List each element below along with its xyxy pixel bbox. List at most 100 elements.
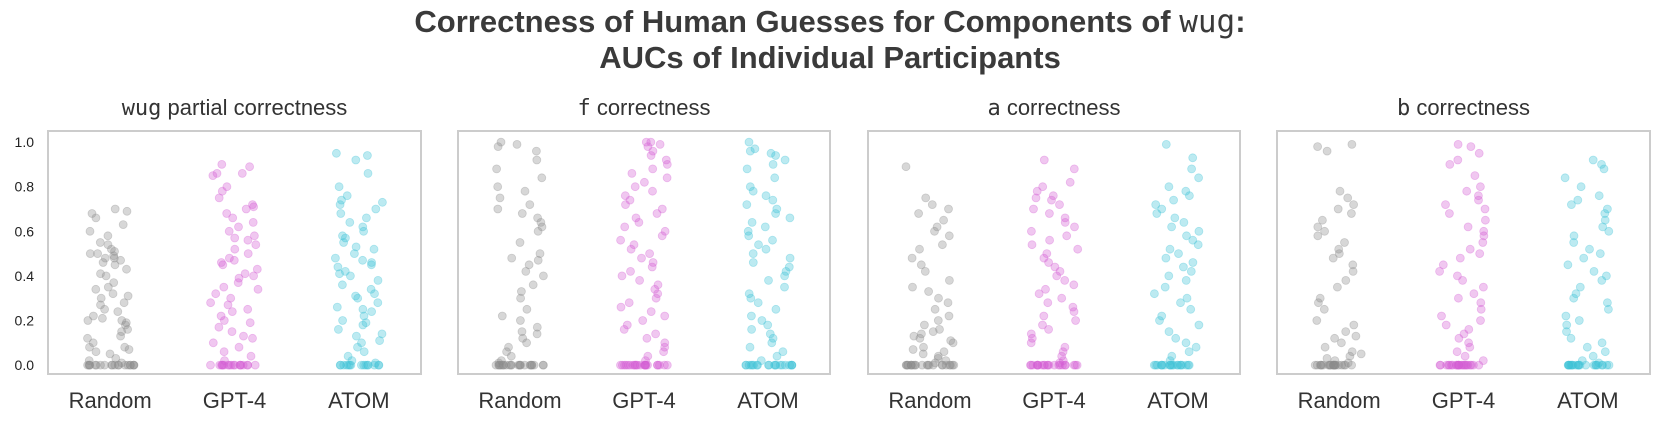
data-point (498, 360, 508, 370)
data-point (129, 360, 138, 370)
data-point (349, 249, 359, 259)
data-point (1193, 240, 1203, 250)
data-point (103, 231, 113, 241)
data-point (335, 269, 344, 279)
data-point (527, 360, 537, 370)
data-point (1454, 333, 1464, 343)
data-point (217, 159, 227, 169)
data-point (655, 360, 664, 370)
data-point (117, 358, 127, 368)
data-point (637, 253, 646, 263)
data-point (1039, 311, 1049, 321)
data-point (642, 333, 652, 343)
data-point (1071, 316, 1080, 325)
data-point (1465, 244, 1475, 254)
data-point (1320, 342, 1330, 352)
data-point (621, 360, 631, 370)
data-point (495, 193, 505, 203)
data-point (87, 209, 97, 218)
data-point (502, 347, 512, 357)
data-point (1602, 271, 1611, 281)
data-point (1174, 249, 1183, 259)
figure-title-prefix: Correctness of Human Guesses for Compone… (414, 4, 1180, 39)
data-point (248, 217, 258, 227)
data-point (753, 360, 762, 370)
data-point (351, 331, 361, 341)
data-point (1462, 360, 1472, 370)
data-point (915, 333, 925, 343)
data-point (771, 209, 780, 218)
data-point (934, 293, 943, 303)
data-point (1466, 360, 1476, 370)
data-point (1156, 360, 1166, 370)
data-point (1581, 360, 1591, 370)
data-point (361, 213, 371, 223)
data-point (125, 360, 135, 370)
data-point (1573, 360, 1583, 370)
data-point (1044, 324, 1053, 334)
data-point (504, 342, 513, 352)
data-point (129, 360, 139, 370)
data-point (342, 360, 352, 370)
data-point (363, 360, 373, 370)
data-point (1604, 360, 1614, 370)
data-point (1582, 342, 1592, 352)
y-tick-label: 1.0 (15, 134, 35, 150)
data-point (653, 289, 663, 299)
data-point (101, 271, 111, 281)
data-point (1329, 360, 1338, 370)
data-point (516, 293, 525, 303)
data-point (505, 360, 515, 370)
data-point (638, 316, 648, 325)
data-point (1464, 324, 1474, 334)
data-point (1157, 360, 1167, 370)
data-point (493, 204, 503, 214)
data-point (648, 164, 658, 174)
data-point (1072, 360, 1082, 370)
x-tick-label: Random (888, 388, 971, 413)
data-point (363, 360, 372, 370)
data-point (230, 360, 240, 370)
data-point (235, 360, 245, 370)
data-point (933, 353, 943, 363)
data-point (1597, 159, 1606, 169)
data-point (1032, 360, 1042, 370)
data-point (1341, 327, 1351, 337)
data-point (1340, 238, 1349, 247)
data-point (1315, 293, 1325, 303)
data-point (121, 320, 130, 330)
data-point (1574, 316, 1584, 325)
data-point (1460, 351, 1470, 361)
data-point (242, 360, 252, 370)
data-point (1341, 275, 1351, 285)
data-point (761, 191, 771, 201)
data-point (1563, 260, 1573, 270)
data-point (1181, 360, 1191, 370)
data-point (367, 307, 377, 317)
data-point (1600, 347, 1610, 357)
data-point (107, 244, 116, 254)
data-point (622, 320, 632, 330)
data-point (529, 360, 539, 370)
data-point (1569, 231, 1579, 241)
data-point (771, 151, 780, 160)
data-point (1181, 275, 1191, 285)
data-point (1179, 262, 1188, 272)
data-point (1176, 298, 1185, 308)
data-point (515, 360, 525, 370)
data-point (84, 360, 94, 370)
data-point (88, 338, 98, 348)
data-point (648, 186, 657, 196)
data-point (1474, 191, 1483, 201)
data-point (336, 360, 345, 370)
data-point (744, 231, 754, 241)
data-point (768, 333, 778, 343)
data-point (1040, 360, 1049, 370)
data-point (627, 168, 637, 178)
data-point (1347, 347, 1357, 357)
data-point (1604, 304, 1613, 314)
data-point (1479, 231, 1489, 241)
data-point (1564, 360, 1573, 370)
data-point (361, 318, 371, 328)
data-point (660, 338, 670, 348)
